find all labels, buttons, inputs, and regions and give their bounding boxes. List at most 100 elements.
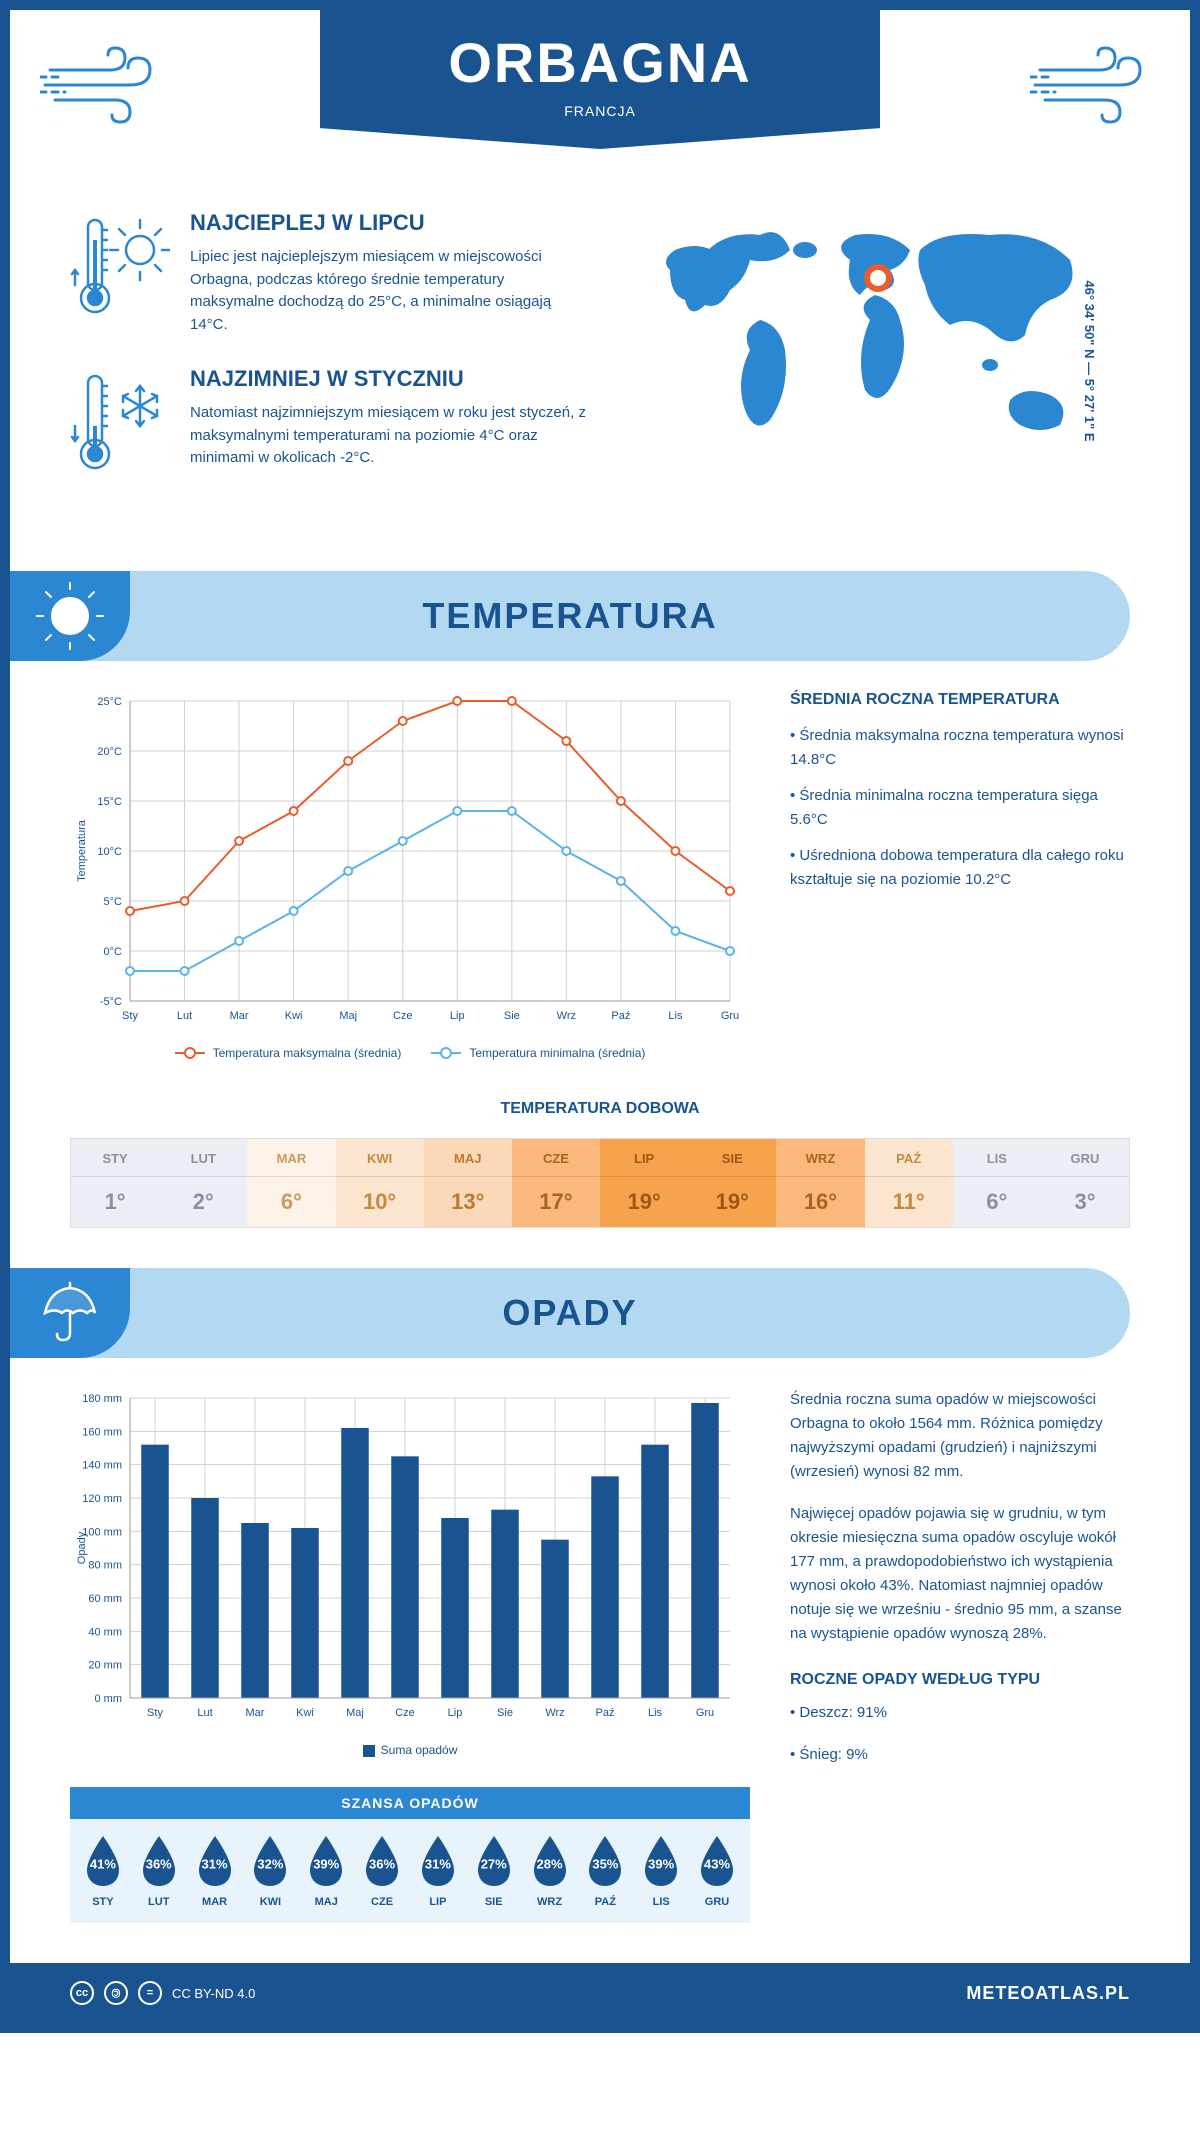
svg-text:20°C: 20°C: [97, 746, 122, 758]
rain-chance: SZANSA OPADÓW 41% STY 36% LUT 31% MAR 32…: [70, 1787, 750, 1923]
cc-icon: cc: [70, 1981, 94, 2005]
svg-text:5°C: 5°C: [104, 896, 123, 908]
svg-text:Maj: Maj: [346, 1707, 364, 1719]
svg-text:Sty: Sty: [147, 1707, 163, 1719]
rain-chance-title: SZANSA OPADÓW: [70, 1787, 750, 1819]
temp-cell: CZE 17°: [512, 1139, 600, 1227]
coldest-desc: Natomiast najzimniejszym miesiącem w rok…: [190, 402, 590, 470]
temp-title: TEMPERATURA: [422, 595, 717, 637]
temp-bullet-1: • Średnia maksymalna roczna temperatura …: [790, 724, 1130, 772]
wind-icon: [40, 40, 170, 135]
legend-max: Temperatura maksymalna (średnia): [175, 1046, 402, 1060]
top-info: NAJCIEPLEJ W LIPCU Lipiec jest najcieple…: [10, 190, 1190, 551]
svg-text:60 mm: 60 mm: [88, 1593, 122, 1605]
svg-text:Lut: Lut: [197, 1707, 212, 1719]
coldest-block: NAJZIMNIEJ W STYCZNIU Natomiast najzimni…: [70, 366, 590, 481]
svg-text:Lip: Lip: [448, 1707, 463, 1719]
coldest-title: NAJZIMNIEJ W STYCZNIU: [190, 366, 590, 392]
svg-text:Paź: Paź: [611, 1010, 630, 1022]
page: ORBAGNA FRANCJA NAJCIEPLEJ W LIPCU Lipie…: [0, 0, 1200, 2033]
svg-text:Temperatura: Temperatura: [76, 819, 88, 882]
svg-text:180 mm: 180 mm: [82, 1393, 122, 1405]
precip-type-1: • Deszcz: 91%: [790, 1701, 1130, 1725]
svg-text:15°C: 15°C: [97, 796, 122, 808]
rain-drops: 41% STY 36% LUT 31% MAR 32% KWI: [70, 1819, 750, 1923]
rain-drop: 36% LUT: [131, 1834, 187, 1908]
svg-text:Sie: Sie: [497, 1707, 513, 1719]
sun-icon: [10, 571, 130, 661]
thermometer-snow-icon: [70, 366, 170, 481]
temp-cell: MAR 6°: [247, 1139, 335, 1227]
license-text: CC BY-ND 4.0: [172, 1986, 255, 2001]
svg-text:Cze: Cze: [395, 1707, 415, 1719]
svg-text:40 mm: 40 mm: [88, 1626, 122, 1638]
country-subtitle: FRANCJA: [320, 103, 880, 119]
temp-bullet-3: • Uśredniona dobowa temperatura dla całe…: [790, 844, 1130, 892]
warmest-title: NAJCIEPLEJ W LIPCU: [190, 210, 590, 236]
svg-text:Mar: Mar: [246, 1707, 265, 1719]
svg-text:Lis: Lis: [668, 1010, 683, 1022]
precip-side-info: Średnia roczna suma opadów w miejscowośc…: [790, 1388, 1130, 1923]
temp-chart: -5°C0°C5°C10°C15°C20°C25°CStyLutMarKwiMa…: [70, 691, 750, 1060]
rain-drop: 43% GRU: [689, 1834, 745, 1908]
rain-drop: 39% MAJ: [298, 1834, 354, 1908]
precip-section-header: OPADY: [10, 1268, 1130, 1358]
wind-icon: [1030, 40, 1160, 135]
temp-cell: KWI 10°: [336, 1139, 424, 1227]
svg-text:10°C: 10°C: [97, 846, 122, 858]
rain-drop: 39% LIS: [633, 1834, 689, 1908]
svg-text:0 mm: 0 mm: [95, 1693, 123, 1705]
temp-cell: LIS 6°: [953, 1139, 1041, 1227]
temp-cell: WRZ 16°: [776, 1139, 864, 1227]
svg-text:Wrz: Wrz: [557, 1010, 576, 1022]
temp-table: STY 1° LUT 2° MAR 6° KWI 10° MAJ 13° CZE…: [70, 1138, 1130, 1228]
precip-para-2: Najwięcej opadów pojawia się w grudniu, …: [790, 1502, 1130, 1646]
warmest-block: NAJCIEPLEJ W LIPCU Lipiec jest najcieple…: [70, 210, 590, 336]
nd-icon: =: [138, 1981, 162, 2005]
footer-license: cc 🄯 = CC BY-ND 4.0: [70, 1981, 255, 2005]
svg-text:Sie: Sie: [504, 1010, 520, 1022]
svg-text:20 mm: 20 mm: [88, 1660, 122, 1672]
precip-chart: 0 mm 20 mm 40 mm 60 mm 80 mm 100 mm 120 mm 140 …: [70, 1388, 750, 1923]
rain-drop: 35% PAŹ: [577, 1834, 633, 1908]
rain-drop: 31% MAR: [187, 1834, 243, 1908]
footer-site: METEOATLAS.PL: [966, 1983, 1130, 2004]
svg-text:Kwi: Kwi: [285, 1010, 303, 1022]
warmest-desc: Lipiec jest najcieplejszym miesiącem w m…: [190, 246, 590, 336]
svg-text:Kwi: Kwi: [296, 1707, 314, 1719]
svg-text:Paź: Paź: [596, 1707, 615, 1719]
svg-text:Maj: Maj: [339, 1010, 357, 1022]
svg-text:Cze: Cze: [393, 1010, 413, 1022]
svg-text:Mar: Mar: [230, 1010, 249, 1022]
svg-text:80 mm: 80 mm: [88, 1560, 122, 1572]
temp-side-info: ŚREDNIA ROCZNA TEMPERATURA • Średnia mak…: [790, 691, 1130, 1060]
umbrella-icon: [10, 1268, 130, 1358]
city-title: ORBAGNA: [320, 30, 880, 95]
precip-para-1: Średnia roczna suma opadów w miejscowośc…: [790, 1388, 1130, 1484]
svg-text:Opady: Opady: [76, 1531, 88, 1564]
temp-cell: STY 1°: [71, 1139, 159, 1227]
rain-drop: 27% SIE: [466, 1834, 522, 1908]
svg-text:120 mm: 120 mm: [82, 1493, 122, 1505]
avg-temp-title: ŚREDNIA ROCZNA TEMPERATURA: [790, 691, 1130, 709]
svg-text:100 mm: 100 mm: [82, 1526, 122, 1538]
svg-text:25°C: 25°C: [97, 696, 122, 708]
svg-text:Sty: Sty: [122, 1010, 138, 1022]
rain-drop: 31% LIP: [410, 1834, 466, 1908]
temp-cell: MAJ 13°: [424, 1139, 512, 1227]
svg-text:160 mm: 160 mm: [82, 1426, 122, 1438]
svg-text:140 mm: 140 mm: [82, 1460, 122, 1472]
rain-drop: 41% STY: [75, 1834, 131, 1908]
temp-cell: PAŹ 11°: [865, 1139, 953, 1227]
svg-text:0°C: 0°C: [104, 946, 123, 958]
warmest-text: NAJCIEPLEJ W LIPCU Lipiec jest najcieple…: [190, 210, 590, 336]
svg-text:Wrz: Wrz: [545, 1707, 564, 1719]
precip-type-title: ROCZNE OPADY WEDŁUG TYPU: [790, 1671, 1130, 1689]
precip-legend: Suma opadów: [70, 1743, 750, 1757]
rain-drop: 36% CZE: [354, 1834, 410, 1908]
highlights: NAJCIEPLEJ W LIPCU Lipiec jest najcieple…: [70, 210, 590, 511]
temp-legend: Temperatura maksymalna (średnia) Tempera…: [70, 1046, 750, 1060]
by-icon: 🄯: [104, 1981, 128, 2005]
precip-title: OPADY: [502, 1292, 637, 1334]
precip-content: 0 mm 20 mm 40 mm 60 mm 80 mm 100 mm 120 mm 140 …: [10, 1388, 1190, 1923]
